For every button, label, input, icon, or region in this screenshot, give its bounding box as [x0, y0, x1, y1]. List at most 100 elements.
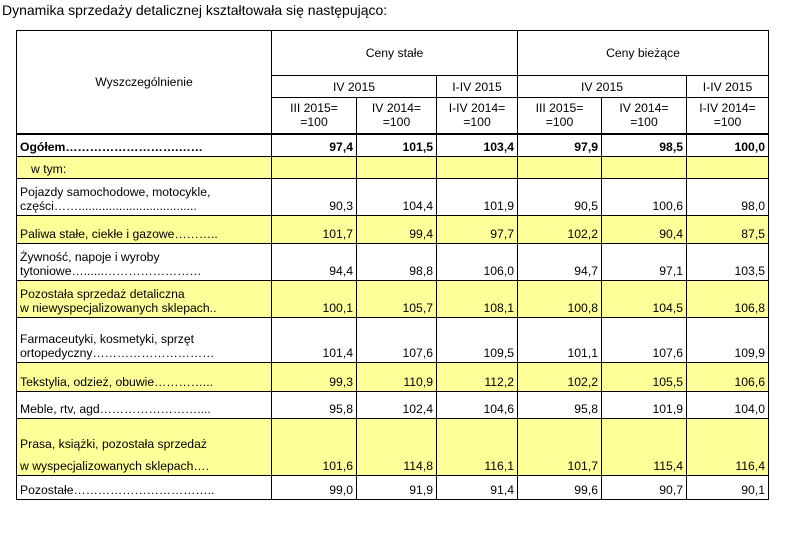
value-cell — [517, 156, 602, 179]
value-cell: 98,0 — [686, 178, 769, 216]
value-cell: 106,8 — [686, 280, 769, 318]
period-header: IV 2015 — [517, 75, 687, 98]
base-period-header: IV 2014= =100 — [601, 97, 687, 134]
table-caption: Dynamika sprzedaży detalicznej kształtow… — [2, 2, 388, 18]
base-period-line: I-IV 2014= — [699, 101, 756, 116]
base-period-line: =100 — [382, 115, 411, 130]
row-label-line: Pozostałe…………………………….. — [20, 483, 215, 497]
constant-prices-header: Ceny stałe — [271, 30, 518, 76]
value-cell: 114,8 — [356, 418, 437, 476]
value-cell: 109,9 — [686, 317, 769, 363]
row-label-line: Ogółem……………………….…… — [20, 140, 203, 154]
value-cell: 100,8 — [517, 280, 602, 318]
table-row: Farmaceutyki, kosmetyki, sprzęt ortopedyc… — [16, 317, 769, 363]
table-row: Pojazdy samochodowe, motocykle, części…….… — [16, 178, 769, 216]
row-label-line: tytoniowe…......…………………… — [20, 264, 202, 278]
base-period-line: III 2015= — [290, 101, 338, 116]
value-cell: 97,7 — [436, 215, 518, 244]
table-row: Prasa, książki, pozostała sprzedaż w wysp… — [16, 418, 769, 476]
value-cell: 106,0 — [436, 243, 518, 281]
row-label: w tym: — [16, 156, 272, 179]
value-cell: 101,9 — [436, 178, 518, 216]
row-label-line: Tekstylia, odzież, obuwie…………... — [20, 375, 214, 389]
row-label-line: Meble, rtv, agd…………………….... — [20, 402, 211, 416]
value-cell — [356, 156, 437, 179]
value-cell: 94,4 — [271, 243, 357, 281]
base-period-line: =100 — [545, 115, 574, 130]
base-period-header: I-IV 2014= =100 — [436, 97, 518, 134]
value-cell: 90,3 — [271, 178, 357, 216]
row-label: Pojazdy samochodowe, motocykle, części…….… — [16, 178, 272, 216]
row-label-line: w wyspecjalizowanych sklepach…. — [20, 459, 209, 473]
value-cell: 103,5 — [686, 243, 769, 281]
value-cell: 99,6 — [517, 475, 602, 500]
current-prices-header: Ceny bieżące — [517, 30, 769, 76]
value-cell: 90,5 — [517, 178, 602, 216]
value-cell: 91,4 — [436, 475, 518, 500]
row-label: Tekstylia, odzież, obuwie…………... — [16, 362, 272, 392]
value-cell — [436, 156, 518, 179]
value-cell: 97,9 — [517, 132, 602, 157]
row-label-line: Prasa, książki, pozostała sprzedaż — [20, 437, 207, 451]
row-label-line: Żywność, napoje i wyroby — [20, 250, 160, 264]
value-cell: 101,4 — [271, 317, 357, 363]
period-header: I-IV 2015 — [686, 75, 769, 98]
value-cell: 95,8 — [517, 391, 602, 419]
value-cell: 115,4 — [601, 418, 687, 476]
row-label: Farmaceutyki, kosmetyki, sprzęt ortopedyc… — [16, 317, 272, 363]
row-label-line: Farmaceutyki, kosmetyki, sprzęt — [20, 332, 195, 346]
value-cell: 87,5 — [686, 215, 769, 244]
value-cell — [686, 156, 769, 179]
base-period-line: I-IV 2014= — [448, 101, 506, 116]
table-row: Paliwa stałe, ciekłe i gazowe……….. 101,7 9… — [16, 215, 769, 244]
value-cell: 107,6 — [601, 317, 687, 363]
row-label-line: Pozostała sprzedaż detaliczna — [20, 287, 185, 301]
row-label: Meble, rtv, agd…………………….... — [16, 391, 272, 419]
row-label: Pozostałe…………………………….. — [16, 475, 272, 500]
row-label-line: w tym: — [31, 162, 67, 176]
base-period-line: =100 — [463, 115, 491, 130]
base-period-header: III 2015= =100 — [271, 97, 357, 134]
value-cell: 101,5 — [356, 132, 437, 157]
value-cell: 100,1 — [271, 280, 357, 318]
value-cell: 90,1 — [686, 475, 769, 500]
value-cell: 95,8 — [271, 391, 357, 419]
table-row: Ogółem……………………….…… 97,4 101,5 103,4 97,9 98,5… — [16, 132, 769, 157]
table-row: Żywność, napoje i wyroby tytoniowe…......… — [16, 243, 769, 281]
base-period-line: =100 — [300, 115, 328, 130]
row-label: Ogółem……………………….…… — [16, 132, 272, 157]
value-cell: 94,7 — [517, 243, 602, 281]
value-cell: 106,6 — [686, 362, 769, 392]
value-cell: 101,7 — [517, 418, 602, 476]
value-cell: 104,5 — [601, 280, 687, 318]
table-row: Pozostałe…………………………….. 99,0 91,9 91,4 99,6 90… — [16, 475, 769, 500]
base-period-line: III 2015= — [535, 101, 584, 116]
value-cell: 101,6 — [271, 418, 357, 476]
value-cell: 101,1 — [517, 317, 602, 363]
period-header: I-IV 2015 — [436, 75, 518, 98]
row-label: Paliwa stałe, ciekłe i gazowe……….. — [16, 215, 272, 244]
value-cell: 97,1 — [601, 243, 687, 281]
value-cell: 104,4 — [356, 178, 437, 216]
row-label: Prasa, książki, pozostała sprzedaż w wysp… — [16, 418, 272, 476]
value-cell: 90,4 — [601, 215, 687, 244]
value-cell: 110,9 — [356, 362, 437, 392]
table-row: w tym: — [16, 156, 769, 179]
value-cell: 91,9 — [356, 475, 437, 500]
value-cell: 116,4 — [686, 418, 769, 476]
value-cell: 102,2 — [517, 362, 602, 392]
value-cell — [601, 156, 687, 179]
base-period-line: IV 2014= — [619, 101, 669, 116]
value-cell: 108,1 — [436, 280, 518, 318]
value-cell: 99,3 — [271, 362, 357, 392]
row-label-line: Paliwa stałe, ciekłe i gazowe……….. — [20, 227, 218, 241]
table-row: Meble, rtv, agd…………………….... 95,8 102,4 104,… — [16, 391, 769, 419]
value-cell — [271, 156, 357, 179]
row-label: Pozostała sprzedaż detaliczna w niewyspec… — [16, 280, 272, 318]
value-cell: 116,1 — [436, 418, 518, 476]
row-label-header: Wyszczególnienie — [16, 30, 272, 134]
value-cell: 90,7 — [601, 475, 687, 500]
value-cell: 103,4 — [436, 132, 518, 157]
value-cell: 102,4 — [356, 391, 437, 419]
value-cell: 101,9 — [601, 391, 687, 419]
